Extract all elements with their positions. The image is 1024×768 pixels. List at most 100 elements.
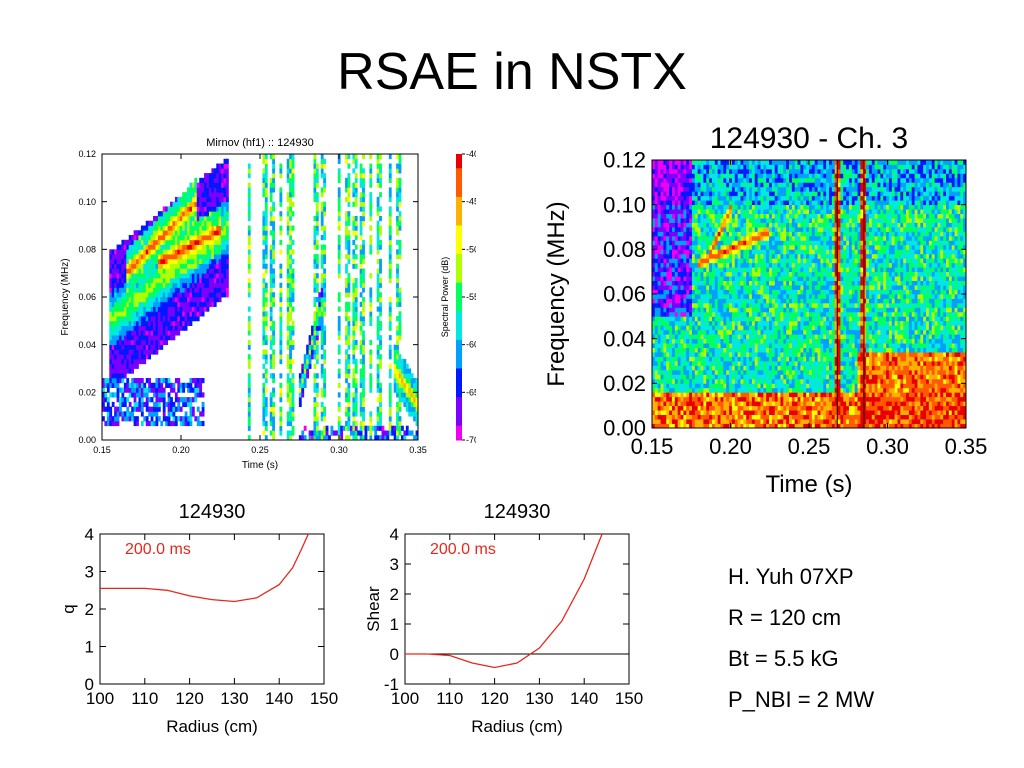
spectrogram-cell — [697, 419, 701, 424]
spectrogram-cell — [182, 244, 186, 250]
spectrogram-cell — [223, 168, 227, 174]
spectrogram-cell — [677, 195, 681, 201]
spectrogram-cell — [369, 425, 373, 431]
spectrogram-cell — [660, 213, 664, 219]
spectrogram-cell — [306, 368, 310, 374]
spectrogram-cell — [153, 406, 156, 412]
spectrogram-cell — [189, 382, 193, 388]
spectrogram-cell — [694, 374, 699, 380]
spectrogram-cell — [711, 271, 716, 277]
spectrogram-cell — [177, 249, 181, 255]
spectrogram-cell — [680, 191, 684, 197]
spectrogram-cell — [410, 392, 414, 398]
spectrogram-cell — [674, 414, 679, 420]
spectrogram-cell — [388, 254, 392, 260]
spectrogram-cell — [379, 401, 382, 408]
spectrogram-cell — [657, 209, 661, 214]
spectrogram-cell — [697, 352, 701, 357]
spectrogram-cell — [291, 177, 295, 183]
spectrogram-cell — [150, 420, 154, 427]
spectrogram-cell — [700, 311, 704, 317]
spectrogram-cell — [379, 239, 382, 245]
spectrogram-cell — [160, 325, 164, 331]
spectrogram-cell — [264, 411, 268, 417]
spectrogram-cell — [204, 258, 207, 265]
spectrogram-cell — [291, 416, 295, 422]
spectrogram-cell — [709, 258, 713, 264]
spectrogram-cell — [683, 410, 687, 415]
spectrogram-cell — [136, 230, 139, 236]
spectrogram-cell — [729, 369, 733, 375]
spectrogram-cell — [218, 177, 222, 183]
spectrogram-cell — [145, 225, 149, 231]
spectrogram-cell — [179, 292, 183, 298]
spectrogram-cell — [703, 235, 707, 241]
spectrogram-cell — [666, 258, 670, 264]
spectrogram-cell — [121, 378, 125, 384]
spectrogram-cell — [182, 201, 186, 207]
spectrogram-cell — [337, 358, 341, 365]
spectrogram-cell — [320, 373, 324, 379]
spectrogram-cell — [208, 225, 212, 231]
spectrogram-cell — [313, 411, 317, 417]
spectrogram-cell — [400, 392, 404, 398]
spectrogram-cell — [136, 344, 139, 350]
spectrogram-cell — [109, 335, 113, 341]
spectrogram-cell — [347, 420, 351, 427]
spectrogram-cell — [320, 320, 324, 326]
spectrogram-cell — [700, 289, 704, 295]
spectrogram-cell — [313, 273, 317, 279]
spectrogram-cell — [218, 277, 222, 284]
spectrogram-cell — [116, 411, 120, 417]
spectrogram-cell — [359, 196, 363, 203]
spectrogram-cell — [388, 430, 392, 436]
spectrogram-cell — [709, 410, 713, 415]
spectrogram-cell — [657, 414, 661, 420]
spectrogram-cell — [703, 423, 707, 429]
spectrogram-cell — [126, 339, 130, 346]
spectrogram-cell — [143, 306, 147, 312]
spectrogram-cell — [247, 425, 251, 431]
spectrogram-cell — [671, 262, 676, 268]
spectrogram-cell — [213, 230, 217, 236]
spectrogram-cell — [160, 301, 164, 307]
spectrogram-cell — [126, 416, 130, 422]
spectrogram-cell — [677, 240, 681, 246]
spectrogram-cell — [654, 204, 659, 210]
spectrogram-cell — [177, 196, 181, 203]
spectrogram-cell — [191, 287, 195, 293]
spectrogram-cell — [369, 206, 373, 212]
spectrogram-cell — [652, 374, 656, 380]
spectrogram-cell — [264, 292, 268, 298]
spectrogram-cell — [311, 344, 314, 350]
spectrogram-cell — [182, 387, 186, 393]
spectrogram-cell — [199, 258, 203, 265]
spectrogram-cell — [189, 187, 193, 193]
spectrogram-cell — [415, 382, 419, 388]
spectrogram-cell — [720, 168, 724, 174]
spectrogram-cell — [354, 382, 358, 388]
spectrogram-cell — [689, 334, 693, 340]
spectrogram-cell — [187, 258, 190, 265]
spectrogram-cell — [138, 378, 142, 384]
spectrogram-cell — [691, 352, 696, 357]
spectrogram-cell — [729, 191, 733, 197]
spectrogram-cell — [405, 430, 409, 436]
spectrogram-cell — [279, 420, 283, 427]
spectrogram-cell — [671, 334, 676, 340]
spectrogram-cell — [320, 187, 324, 193]
spectrogram-cell — [201, 235, 205, 241]
spectrogram-cell — [674, 195, 679, 201]
spectrogram-cell — [683, 227, 687, 232]
spectrogram-cell — [686, 168, 690, 174]
spectrogram-cell — [680, 262, 684, 268]
spectrogram-cell — [313, 435, 317, 441]
spectrogram-cell — [315, 392, 319, 398]
spectrogram-cell — [291, 163, 295, 169]
spectrogram-cell — [291, 225, 295, 231]
spectrogram-cell — [204, 220, 207, 226]
spectrogram-cell — [366, 425, 370, 431]
spectrogram-cell — [691, 298, 696, 304]
spectrogram-cell — [345, 177, 348, 183]
spectrogram-cell — [723, 240, 727, 246]
